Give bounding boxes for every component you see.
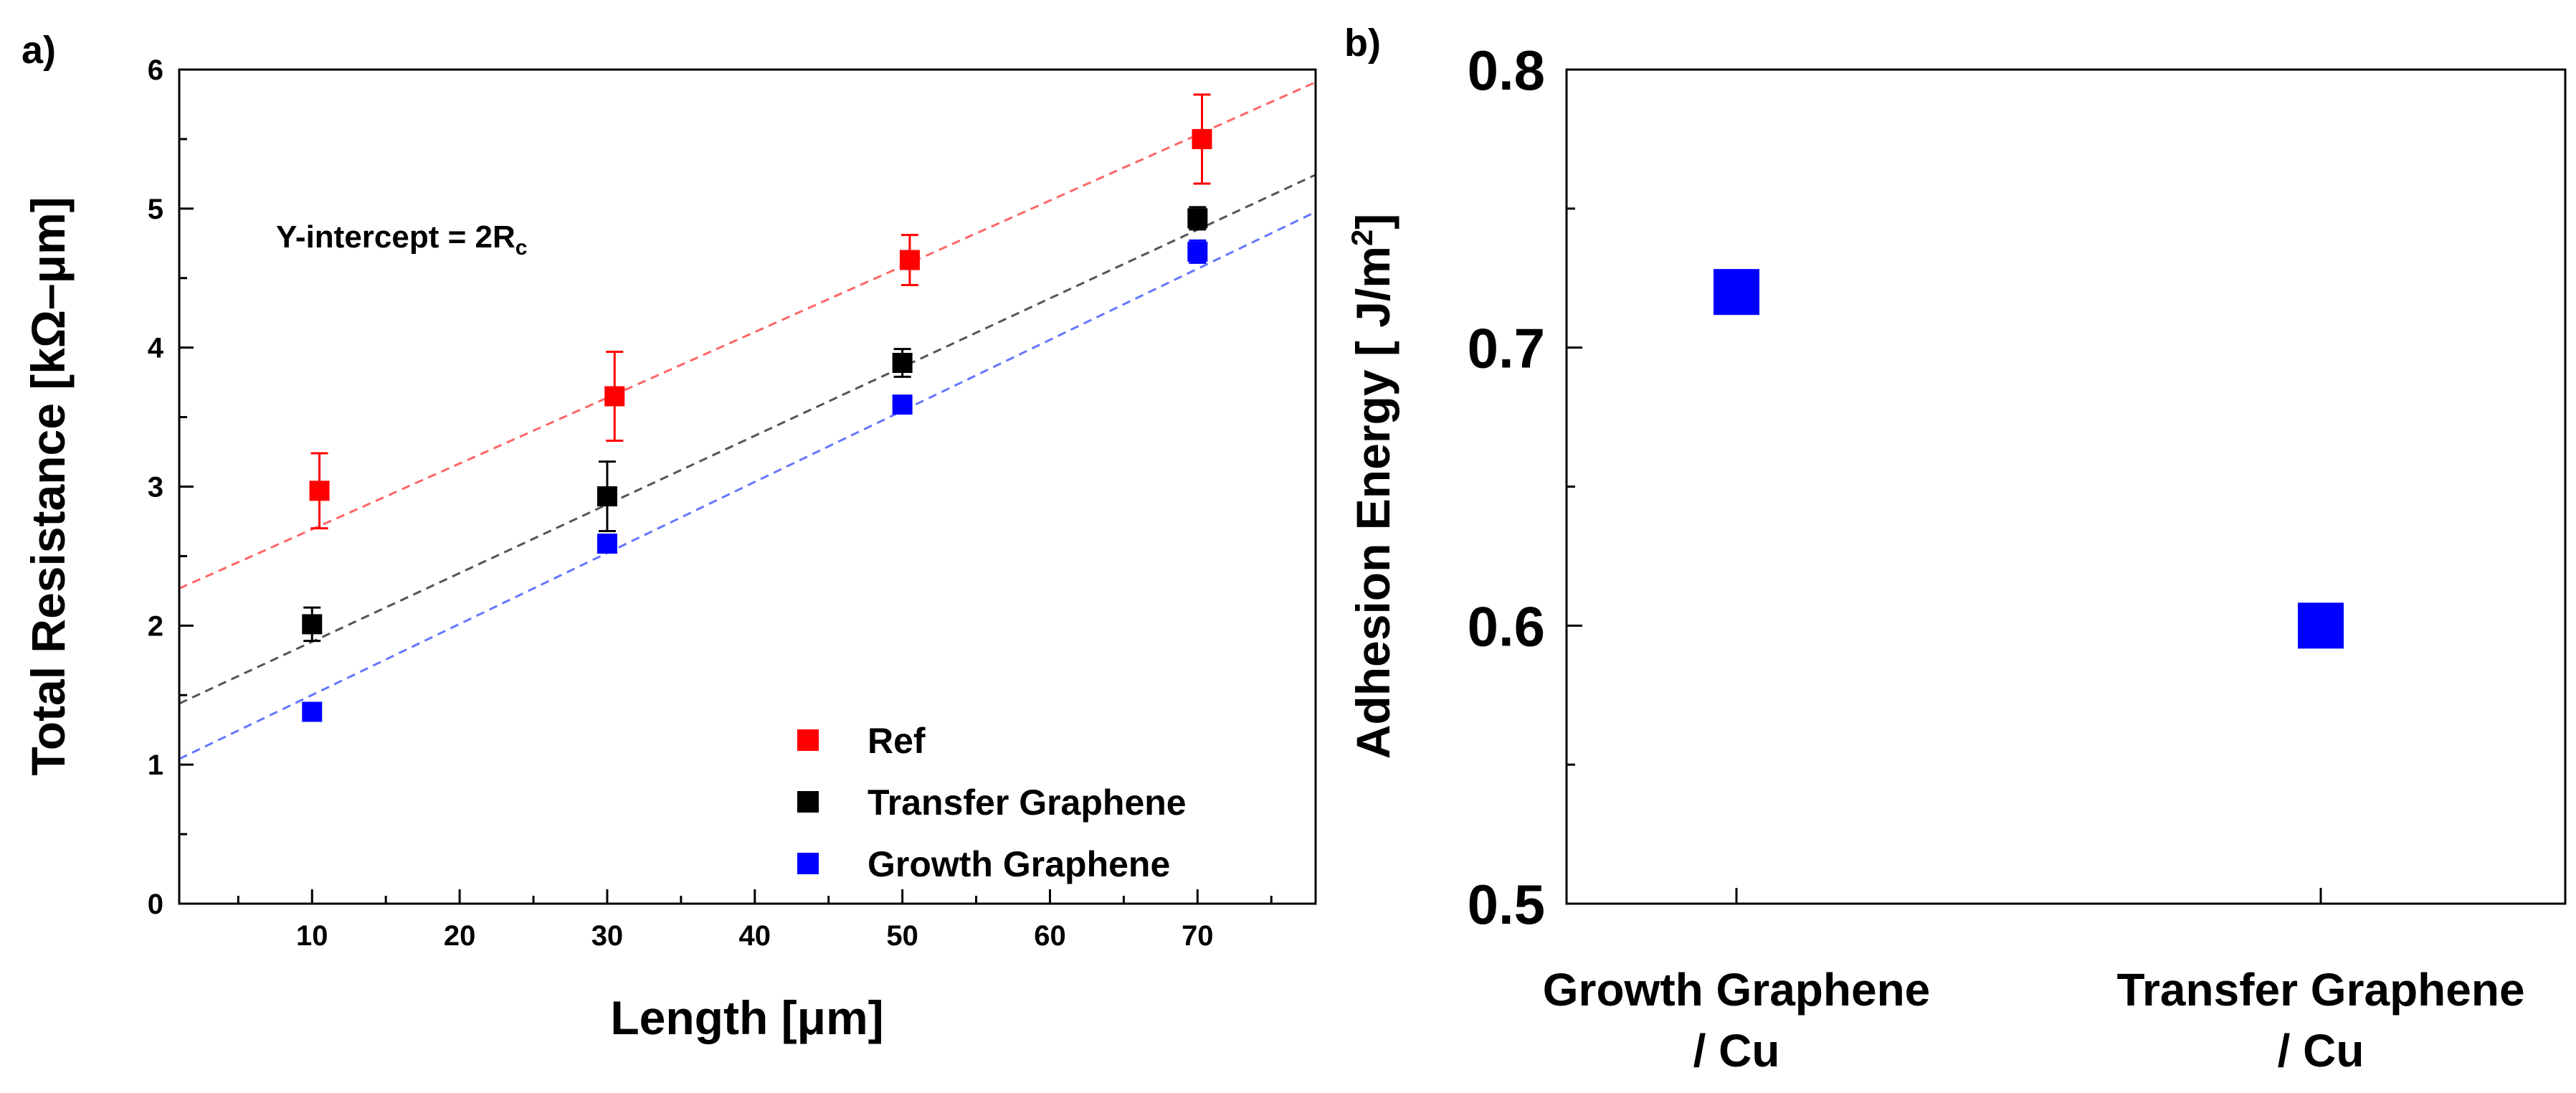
data-point — [302, 614, 323, 635]
panel-a-plot-frame — [178, 68, 1317, 905]
x-tick-label: 50 — [886, 920, 918, 952]
y-tick-label: 0.6 — [1468, 595, 1545, 658]
panel-b-category-labels: Growth Graphene / Cu Transfer Graphene / Cu — [1543, 964, 2525, 1077]
data-point — [597, 533, 617, 554]
y-tick-label: 4 — [148, 333, 164, 364]
legend-label: Growth Graphene — [868, 844, 1170, 884]
panel-b-plot-frame — [1565, 68, 2567, 905]
data-point — [1714, 269, 1759, 316]
fit-line — [179, 211, 1316, 760]
panel-b-y-axis-title-main: Adhesion Energy [ J/m — [1346, 246, 1399, 759]
panel-b: b) 0.50.60.70.8 Adhesion Energy [ J/m2] … — [1344, 22, 2567, 1077]
data-point — [892, 352, 913, 373]
category-label-line2: / Cu — [1693, 1025, 1780, 1077]
legend-marker — [797, 791, 819, 813]
panel-b-label: b) — [1344, 22, 1381, 65]
x-tick-label: 40 — [739, 920, 771, 952]
panel-b-y-axis-title-sup: 2 — [1345, 230, 1379, 246]
data-point — [1187, 208, 1208, 229]
y-intercept-annotation: Y-intercept = 2Rc — [276, 219, 527, 260]
y-tick-label: 5 — [148, 194, 163, 225]
panel-a-fit-lines — [179, 81, 1316, 760]
category-label-line1: Transfer Graphene — [2116, 964, 2524, 1016]
panel-b-data-points — [1714, 269, 2344, 649]
y-tick-label: 2 — [148, 610, 163, 642]
data-point — [1192, 128, 1212, 149]
panel-a-data-points — [302, 93, 1212, 722]
data-point — [1187, 241, 1208, 262]
panel-b-y-axis-title: Adhesion Energy [ J/m2] — [1345, 214, 1399, 759]
category-label-line2: / Cu — [2278, 1025, 2364, 1077]
y-tick-label: 6 — [148, 55, 163, 86]
x-tick-label: 60 — [1034, 920, 1066, 952]
panel-b-y-axis-title-end: ] — [1346, 214, 1399, 230]
data-point — [309, 481, 330, 501]
annotation-subscript: c — [515, 236, 528, 260]
panel-a: a) 10 20 30 40 50 60 70 0 1 2 3 4 5 6 Y-intercept = 2… — [22, 29, 1317, 1044]
y-tick-label: 1 — [148, 749, 163, 781]
y-tick-label: 0.8 — [1468, 39, 1545, 102]
panel-b-ticks: 0.5 0.6 0.7 0.8 — [1468, 39, 2322, 936]
y-tick-label: 3 — [148, 472, 163, 503]
y-tick-label: 0.7 — [1468, 317, 1545, 380]
data-point — [892, 394, 913, 415]
x-tick-label: 70 — [1182, 920, 1214, 952]
category-label-line1: Growth Graphene — [1543, 964, 1931, 1016]
legend-marker — [797, 729, 819, 751]
data-point — [597, 486, 617, 507]
data-point — [899, 250, 920, 270]
data-point — [2298, 602, 2344, 649]
data-point — [302, 701, 323, 722]
data-point — [604, 386, 625, 407]
annotation-prefix: Y-intercept = 2R — [276, 219, 515, 255]
x-tick-label: 30 — [591, 920, 624, 952]
legend-label: Ref — [868, 721, 926, 761]
panel-a-ticks: 10 20 30 40 50 60 70 0 1 2 3 4 5 6 — [148, 55, 1273, 952]
y-tick-label: 0 — [148, 889, 163, 920]
x-tick-label: 10 — [296, 920, 328, 952]
fit-line — [179, 81, 1316, 590]
panel-a-y-axis-title: Total Resistance [kΩ–μm] — [22, 197, 75, 775]
legend-label: Transfer Graphene — [868, 782, 1187, 823]
x-tick-label: 20 — [444, 920, 476, 952]
panel-a-x-axis-title: Length [μm] — [610, 991, 883, 1044]
panel-a-label: a) — [22, 29, 56, 72]
legend-marker — [797, 853, 819, 874]
y-tick-label: 0.5 — [1468, 873, 1545, 936]
fit-line — [179, 174, 1316, 705]
panel-a-legend: Ref Transfer Graphene Growth Graphene — [797, 721, 1187, 884]
